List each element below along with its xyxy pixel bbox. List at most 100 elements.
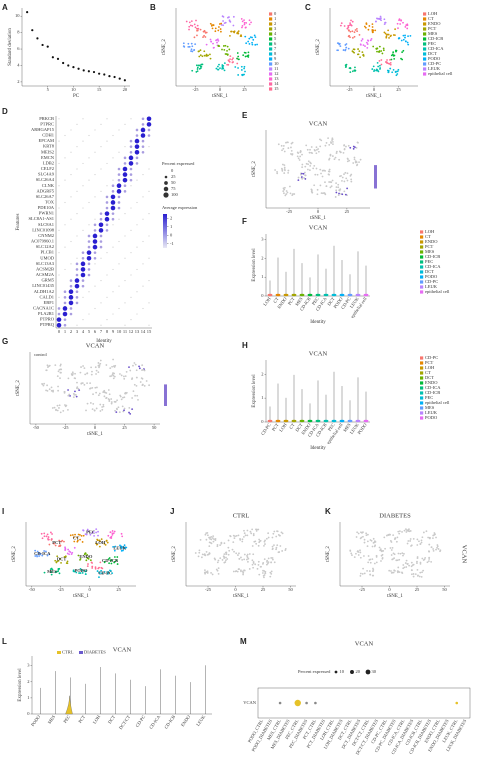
cell-point	[41, 554, 44, 557]
cell-point	[48, 553, 51, 556]
panel-label: J	[170, 507, 174, 516]
cell-point	[90, 373, 93, 376]
x-tick-label: 3	[76, 329, 79, 334]
dot	[314, 701, 317, 705]
cell-point	[384, 547, 386, 550]
cell-point	[122, 396, 124, 399]
cell-point	[73, 377, 76, 380]
cell-point	[367, 561, 370, 564]
cell-point	[91, 408, 94, 411]
x-tick-label: 15	[147, 329, 152, 334]
y-axis-label: tSNE_2	[16, 380, 21, 396]
cell-point	[232, 57, 234, 60]
cell-point	[113, 556, 116, 558]
gene-label: EBF1	[43, 300, 54, 305]
cell-point	[410, 565, 413, 568]
dot	[130, 319, 132, 321]
cell-point	[390, 54, 393, 57]
legend-title: Percent expressed	[298, 669, 331, 674]
y-tick-label: 2	[261, 255, 263, 260]
cell-point	[398, 19, 400, 22]
cell-point	[135, 376, 138, 379]
cell-point	[97, 567, 100, 570]
cluster-label: CT	[73, 535, 79, 540]
cell-point	[112, 358, 114, 361]
cell-point	[333, 158, 336, 161]
dot	[75, 262, 79, 266]
cell-point	[349, 22, 352, 25]
cell-point	[230, 30, 232, 33]
cell-point	[378, 51, 381, 53]
cell-point	[258, 538, 261, 541]
legend-swatch	[269, 17, 273, 21]
side-label: VCAN	[461, 545, 468, 564]
cell-point	[98, 545, 101, 548]
legend-swatch	[420, 270, 424, 274]
dot	[130, 229, 132, 231]
x-axis-label: PC	[73, 94, 80, 99]
cell-point	[283, 186, 286, 189]
cell-point	[207, 54, 210, 57]
cluster-label: LOH	[95, 540, 106, 545]
cell-point	[205, 550, 208, 553]
cell-point	[428, 543, 431, 546]
legend-swatch	[269, 37, 273, 41]
gene-label: ALDH1A2	[34, 289, 54, 294]
gene-label: PLCB1	[40, 250, 54, 255]
legend-label: 0	[171, 168, 174, 173]
dot	[136, 246, 138, 248]
cell-point	[383, 18, 386, 21]
cell-point	[111, 572, 114, 575]
cell-point	[343, 144, 346, 146]
cell-point	[281, 169, 284, 171]
cell-point	[400, 39, 403, 42]
dot	[141, 139, 145, 143]
cell-point	[267, 532, 270, 535]
cell-point	[56, 375, 59, 378]
cell-point	[137, 398, 139, 401]
cell-point	[383, 31, 386, 34]
legend-swatch	[420, 290, 424, 294]
cell-point	[243, 558, 246, 561]
cell-point	[214, 558, 217, 561]
cell-point	[356, 30, 359, 33]
panel-label: I	[2, 507, 4, 516]
cell-point	[358, 50, 361, 53]
cell-point	[282, 190, 285, 193]
cell-point	[432, 549, 435, 552]
x-tick-label: 9	[112, 329, 115, 334]
x-axis-label: tSNE_1	[233, 594, 249, 599]
cell-point	[313, 184, 316, 187]
cell-point	[98, 365, 101, 367]
cell-point	[210, 572, 212, 574]
cell-point	[338, 158, 341, 161]
cell-point	[374, 544, 377, 547]
cell-point	[83, 383, 86, 386]
cell-point	[114, 545, 117, 548]
cell-point	[223, 69, 226, 72]
violin-base	[347, 293, 353, 297]
cell-point	[99, 561, 102, 564]
cell-point	[304, 171, 306, 174]
cell-point	[436, 546, 438, 549]
dot	[141, 150, 145, 154]
cell-point	[273, 544, 275, 547]
cell-point	[359, 158, 362, 161]
cell-point	[238, 552, 240, 555]
cell-point	[141, 384, 144, 386]
cell-point	[225, 551, 228, 554]
cell-point	[241, 20, 244, 23]
x-tick-label: 10	[117, 329, 122, 334]
dot	[112, 134, 114, 137]
cell-point	[341, 193, 344, 196]
cell-point	[421, 571, 423, 574]
cell-point	[359, 551, 362, 554]
cell-point	[54, 571, 57, 574]
cell-point	[199, 538, 202, 541]
cell-point	[335, 152, 338, 154]
cell-point	[241, 538, 244, 541]
cell-point	[69, 534, 72, 537]
cell-point	[404, 36, 406, 39]
cell-point	[243, 532, 246, 535]
cell-point	[113, 549, 116, 552]
